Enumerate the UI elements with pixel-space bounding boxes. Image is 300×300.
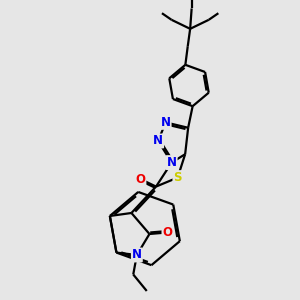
- Text: N: N: [160, 116, 171, 129]
- Text: S: S: [173, 171, 182, 184]
- Text: O: O: [162, 226, 172, 239]
- Text: N: N: [153, 134, 163, 148]
- Text: O: O: [135, 172, 146, 186]
- Text: N: N: [132, 248, 142, 262]
- Text: N: N: [167, 156, 177, 169]
